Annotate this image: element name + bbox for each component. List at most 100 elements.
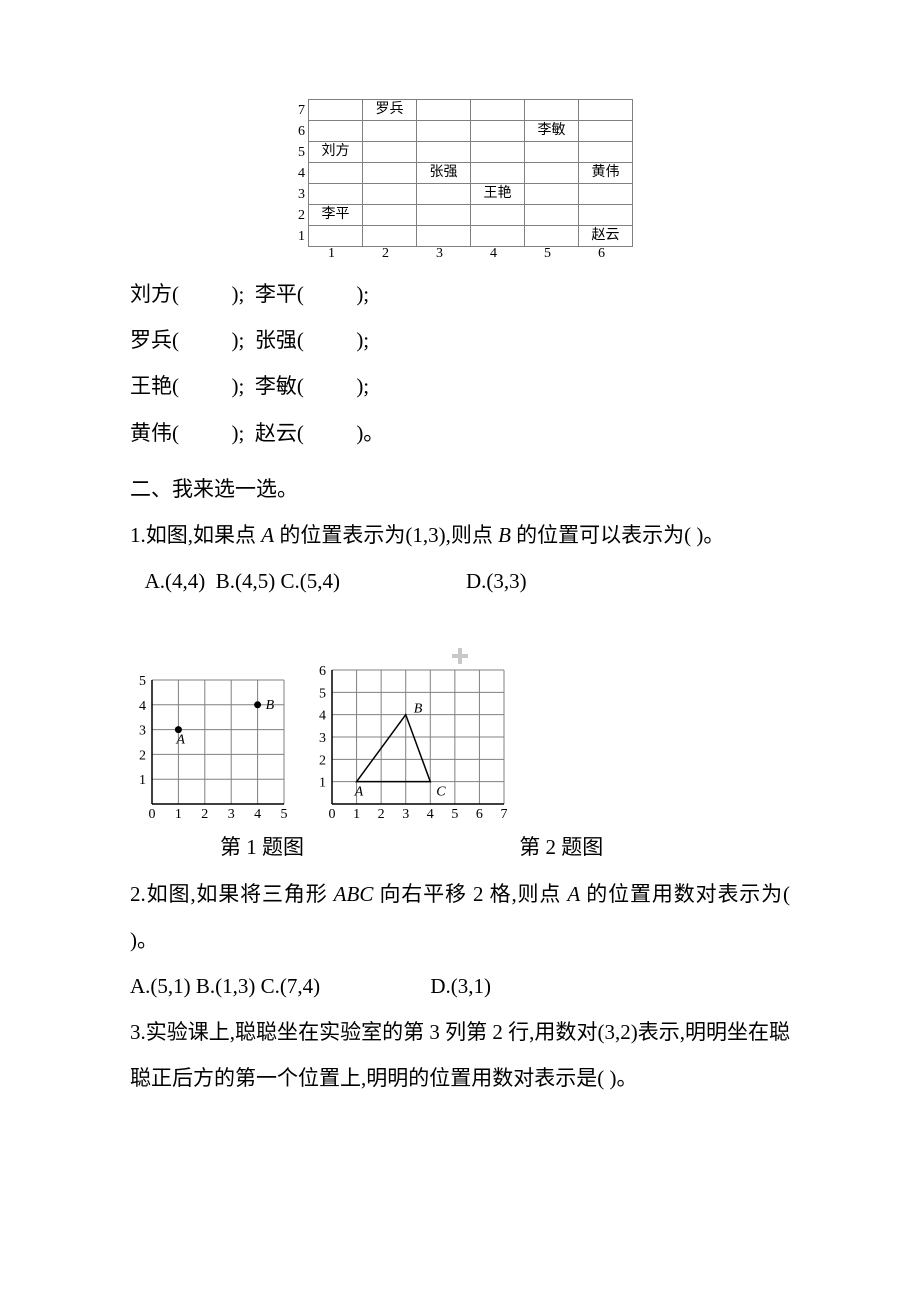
figure-2-caption: 第 2 题图 xyxy=(519,824,603,870)
seating-col-label: 6 xyxy=(574,247,629,261)
seating-cell xyxy=(470,204,525,226)
svg-text:A: A xyxy=(354,785,364,800)
svg-text:1: 1 xyxy=(139,774,146,789)
seating-col-label: 2 xyxy=(358,247,413,261)
seating-cell xyxy=(524,204,579,226)
seating-row-label: 2 xyxy=(287,209,309,223)
seating-cell xyxy=(470,225,525,247)
seating-cell xyxy=(470,99,525,121)
seating-cell xyxy=(362,225,417,247)
seating-cell xyxy=(470,120,525,142)
seating-cell: 赵云 xyxy=(578,225,633,247)
svg-text:2: 2 xyxy=(319,754,326,769)
seating-row-label: 1 xyxy=(287,230,309,244)
seating-cell xyxy=(362,204,417,226)
seating-cell xyxy=(578,99,633,121)
seating-cell xyxy=(416,225,471,247)
seating-cell xyxy=(416,99,471,121)
seating-row: 5刘方 xyxy=(287,142,633,163)
watermark-icon xyxy=(452,648,468,664)
svg-text:B: B xyxy=(414,702,423,717)
svg-text:5: 5 xyxy=(139,674,146,689)
seating-cell: 李平 xyxy=(308,204,363,226)
math-italic: A xyxy=(261,523,274,547)
question-1-options: A.(4,4) B.(4,5) C.(5,4) D.(3,3) xyxy=(130,558,790,604)
seating-cell xyxy=(470,162,525,184)
svg-text:1: 1 xyxy=(353,807,360,822)
figure-1-chart: 01234512345AB xyxy=(130,674,290,824)
seating-col-label: 5 xyxy=(520,247,575,261)
seating-cell: 刘方 xyxy=(308,141,363,163)
seating-cell xyxy=(524,141,579,163)
fill-in-lines: 刘方( ); 李平( );罗兵( ); 张强( );王艳( ); 李敏( );黄… xyxy=(130,271,790,456)
svg-text:6: 6 xyxy=(319,664,326,679)
svg-text:B: B xyxy=(266,698,275,713)
seating-cell xyxy=(362,162,417,184)
seating-cell xyxy=(362,183,417,205)
seating-cell xyxy=(308,120,363,142)
seating-cell xyxy=(308,162,363,184)
figure-captions: 第 1 题图 第 2 题图 xyxy=(130,824,790,870)
math-italic: ABC xyxy=(334,882,374,906)
svg-text:1: 1 xyxy=(175,807,182,822)
svg-text:C: C xyxy=(436,785,446,800)
svg-text:4: 4 xyxy=(254,807,261,822)
page: 7罗兵6李敏5刘方4张强黄伟3王艳2李平1赵云123456 刘方( ); 李平(… xyxy=(0,0,920,1302)
fill-line: 王艳( ); 李敏( ); xyxy=(130,363,790,409)
svg-text:7: 7 xyxy=(501,807,508,822)
seating-cell xyxy=(308,225,363,247)
seating-row-label: 4 xyxy=(287,167,309,181)
seating-cell xyxy=(416,120,471,142)
seating-row: 1 赵云 xyxy=(287,226,633,247)
seating-cell xyxy=(308,183,363,205)
seating-row-label: 5 xyxy=(287,146,309,160)
seating-cell xyxy=(578,141,633,163)
fill-line: 黄伟( ); 赵云( )。 xyxy=(130,410,790,456)
seating-col-labels: 123456 xyxy=(287,247,633,261)
svg-text:2: 2 xyxy=(378,807,385,822)
seating-cell xyxy=(524,225,579,247)
seating-cell: 王艳 xyxy=(470,183,525,205)
seating-cell: 李敏 xyxy=(524,120,579,142)
question-3-text: 3.实验课上,聪聪坐在实验室的第 3 列第 2 行,用数对(3,2)表示,明明坐… xyxy=(130,1009,790,1101)
svg-text:2: 2 xyxy=(201,807,208,822)
question-2-text: 2.如图,如果将三角形 ABC 向右平移 2 格,则点 A 的位置用数对表示为(… xyxy=(130,871,790,963)
seating-cell xyxy=(308,99,363,121)
seating-cell xyxy=(470,141,525,163)
svg-text:2: 2 xyxy=(139,749,146,764)
seating-cell: 罗兵 xyxy=(362,99,417,121)
svg-text:4: 4 xyxy=(319,709,326,724)
svg-text:5: 5 xyxy=(319,687,326,702)
seating-cell xyxy=(524,162,579,184)
seating-row: 2李平 xyxy=(287,205,633,226)
svg-text:0: 0 xyxy=(329,807,336,822)
seating-cell xyxy=(416,183,471,205)
math-italic: A xyxy=(567,882,580,906)
seating-row: 3王艳 xyxy=(287,184,633,205)
seating-row: 4张强黄伟 xyxy=(287,163,633,184)
seating-cell xyxy=(524,99,579,121)
svg-text:5: 5 xyxy=(281,807,288,822)
svg-text:3: 3 xyxy=(228,807,235,822)
question-1-text: 1.如图,如果点 A 的位置表示为(1,3),则点 B 的位置可以表示为( )。 xyxy=(130,512,790,558)
svg-text:A: A xyxy=(175,733,185,748)
seating-table: 7罗兵6李敏5刘方4张强黄伟3王艳2李平1赵云123456 xyxy=(287,100,633,261)
seating-col-label: 1 xyxy=(304,247,359,261)
seating-col-label: 4 xyxy=(466,247,521,261)
svg-text:3: 3 xyxy=(139,724,146,739)
fill-line: 刘方( ); 李平( ); xyxy=(130,271,790,317)
math-italic: B xyxy=(498,523,511,547)
fill-line: 罗兵( ); 张强( ); xyxy=(130,317,790,363)
seating-cell xyxy=(416,204,471,226)
figures-row: 01234512345AB 01234567123456ABC xyxy=(130,664,790,824)
figure-2-chart: 01234567123456ABC xyxy=(310,664,510,824)
svg-text:4: 4 xyxy=(427,807,434,822)
seating-cell xyxy=(578,204,633,226)
seating-col-label: 3 xyxy=(412,247,467,261)
seating-row-label: 7 xyxy=(287,104,309,118)
svg-text:1: 1 xyxy=(319,776,326,791)
svg-text:3: 3 xyxy=(402,807,409,822)
seating-table-wrap: 7罗兵6李敏5刘方4张强黄伟3王艳2李平1赵云123456 xyxy=(130,100,790,261)
seating-cell xyxy=(416,141,471,163)
svg-text:4: 4 xyxy=(139,699,146,714)
